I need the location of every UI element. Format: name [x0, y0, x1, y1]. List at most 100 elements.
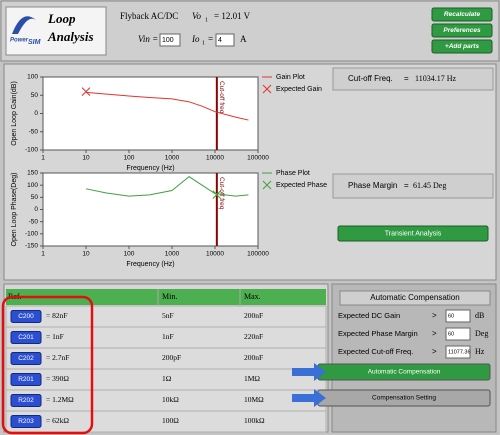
field-input[interactable]	[445, 345, 471, 359]
field-op: >	[432, 347, 437, 356]
circuit-name: Flyback AC/DC	[120, 11, 178, 21]
series-line	[85, 176, 249, 197]
x-tick-label: 1	[41, 155, 45, 162]
x-tick-label: 10	[82, 155, 90, 162]
min-value: 100Ω	[162, 416, 179, 425]
y-axis-label: Open Loop Phase(Deg)	[11, 173, 18, 247]
vin-label: Vin =	[138, 34, 158, 44]
field-unit: dB	[475, 311, 484, 320]
x-axis-label: Frequency (Hz)	[126, 261, 174, 268]
ref-button[interactable]	[10, 415, 42, 428]
ref-label: C202	[18, 355, 34, 362]
cutoff-annotation: Cut-off freq	[218, 81, 225, 114]
x-tick-label: 100000	[247, 251, 269, 258]
ref-value: = 2.7nF	[46, 353, 69, 362]
max-value: 220nF	[244, 332, 263, 341]
io-unit: A	[240, 34, 247, 44]
x-tick-label: 1000	[165, 155, 180, 162]
highlight-outline	[1, 295, 94, 435]
y-tick-label: -150	[25, 243, 38, 250]
transient-button[interactable]	[337, 225, 489, 242]
y-tick-label: -100	[25, 231, 38, 238]
pm-label: Phase Margin	[348, 181, 397, 190]
vin-value: 100	[162, 37, 174, 44]
marker	[81, 87, 91, 96]
table-row	[5, 410, 327, 433]
y-tick-label: 0	[34, 110, 38, 117]
y-tick-label: -50	[29, 218, 39, 225]
field-op: >	[432, 311, 437, 320]
compensation-panel	[331, 283, 497, 433]
y-tick-label: 50	[31, 92, 39, 99]
comp-button-label: Automatic Compensation	[368, 369, 441, 376]
legend-label: Gain Plot	[276, 74, 305, 81]
ref-button[interactable]	[10, 331, 42, 344]
table-header	[6, 289, 326, 305]
brand-power: Power	[10, 38, 29, 44]
top-button[interactable]	[431, 23, 493, 38]
io-sub: 1	[202, 40, 205, 46]
field-value: 11077.36	[448, 349, 471, 355]
ref-value: = 62kΩ	[46, 416, 69, 425]
field-label: Expected Cut-off Freq.	[338, 347, 413, 356]
x-tick-label: 1	[41, 251, 45, 258]
ref-button[interactable]	[10, 394, 42, 407]
field-label: Expected Phase Margin	[338, 329, 418, 338]
arrow	[292, 389, 326, 407]
pm-eq: =	[404, 181, 409, 190]
ref-label: R201	[18, 376, 34, 383]
top-button-label: Preferences	[443, 27, 481, 34]
ref-label: C201	[18, 334, 34, 341]
title: Loop	[47, 11, 76, 26]
ref-value: = 82nF	[46, 311, 68, 320]
plot-area	[42, 172, 259, 247]
brand-sim: SIM	[28, 39, 41, 46]
comp-title-box	[339, 290, 491, 306]
ref-button[interactable]	[10, 352, 42, 365]
cutoff-annotation: Cut-off freq	[218, 177, 225, 210]
arrow	[292, 363, 326, 381]
legend-label: Expected Phase	[276, 182, 327, 189]
field-input[interactable]	[445, 309, 471, 323]
ref-value: = 390Ω	[46, 374, 69, 383]
legend-label: Phase Plot	[276, 170, 310, 177]
y-tick-label: -100	[25, 147, 38, 154]
top-button[interactable]	[431, 7, 493, 22]
min-value: 1Ω	[162, 374, 172, 383]
logo-swoosh	[12, 16, 36, 34]
vo-value: = 12.01 V	[214, 11, 251, 21]
cutoff-value: 11034.17 Hz	[415, 74, 456, 83]
ref-value: = 1.2MΩ	[46, 395, 74, 404]
legend-label: Expected Gain	[276, 86, 322, 93]
y-axis-label: Open Loop Gain(dB)	[11, 81, 18, 146]
min-value: 5nF	[162, 311, 174, 320]
series-line	[85, 91, 249, 121]
field-input[interactable]	[445, 327, 471, 341]
x-axis-label: Frequency (Hz)	[126, 165, 174, 172]
y-tick-label: -50	[29, 128, 39, 135]
vin-input[interactable]	[159, 33, 181, 47]
max-value: 200nF	[244, 311, 263, 320]
ref-button[interactable]	[10, 310, 42, 323]
y-tick-label: 100	[27, 74, 38, 81]
marker	[212, 190, 222, 200]
top-button-label: +Add parts	[445, 43, 480, 50]
x-tick-label: 10000	[206, 251, 224, 258]
min-value: 1nF	[162, 332, 174, 341]
ref-button[interactable]	[10, 373, 42, 386]
compensation: Automatic Compensation Expected DC Gain >6…	[317, 290, 491, 407]
vo-sub: 1	[205, 17, 208, 23]
y-tick-label: 150	[27, 170, 38, 177]
io-input[interactable]	[215, 33, 235, 47]
top-button[interactable]	[431, 39, 493, 54]
top-buttons: Recalculate Preferences +Add parts	[431, 7, 493, 54]
ref-label: R203	[18, 418, 34, 425]
io-value: 4	[218, 37, 222, 44]
title: Analysis	[47, 29, 94, 44]
field-label: Expected DC Gain	[338, 311, 400, 320]
x-tick-label: 100	[124, 155, 135, 162]
min-value: 200pF	[162, 353, 181, 362]
